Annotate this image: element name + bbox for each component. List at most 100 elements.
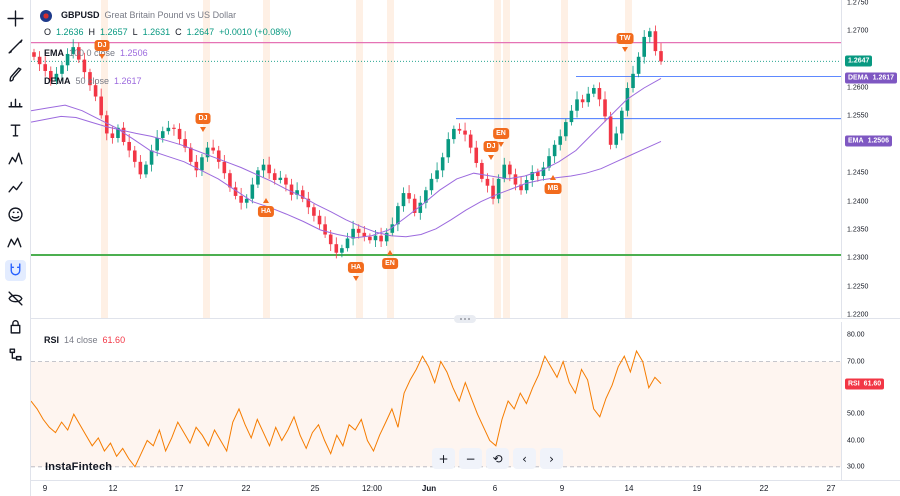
price-tick-label: 1.2550 — [847, 112, 869, 120]
tool-lock-all-button[interactable] — [5, 316, 26, 337]
ema-line[interactable] — [31, 115, 662, 238]
time-tick-label: 22 — [241, 484, 251, 493]
candle — [278, 170, 283, 184]
chart-controls: + − ⟲ ‹ › — [432, 448, 563, 469]
candle — [642, 30, 647, 64]
dema-legend[interactable]: DEMA 50 close 1.2617 — [44, 76, 142, 86]
event-arrow-down-icon — [498, 142, 504, 147]
candle — [480, 159, 484, 183]
event-band — [101, 0, 108, 318]
symbol-legend[interactable]: GBPUSD Great Britain Pound vs US Dollar — [61, 10, 236, 20]
event-marker-en[interactable]: EN — [382, 258, 398, 269]
tool-trend-line-button[interactable] — [5, 36, 26, 57]
price-chart-svg[interactable] — [31, 0, 841, 318]
zoom-out-button[interactable]: − — [459, 448, 482, 469]
event-marker-ha[interactable]: HA — [347, 262, 365, 273]
candle — [541, 161, 546, 181]
low-value: 1.2631 — [142, 27, 171, 37]
tool-ruler-button[interactable] — [5, 232, 26, 253]
time-tick-label: Jun — [421, 484, 437, 493]
close-value: 1.2647 — [186, 27, 215, 37]
event-marker-dj[interactable]: DJ — [195, 113, 211, 124]
candle — [608, 111, 613, 150]
price-axis[interactable]: 1.27501.27001.26501.26001.25501.25001.24… — [841, 0, 900, 319]
event-marker-mb[interactable]: MB — [544, 183, 562, 194]
rsi-tick-label: 30.00 — [847, 463, 865, 471]
candle — [463, 122, 467, 142]
event-marker-en[interactable]: EN — [493, 128, 509, 139]
rsi-tick-label: 70.00 — [847, 358, 865, 365]
candle — [172, 124, 176, 136]
tool-magnet-button[interactable] — [5, 260, 26, 281]
high-value: 1.2657 — [100, 27, 128, 37]
open-value: 1.2636 — [56, 27, 84, 37]
event-marker-tw[interactable]: TW — [616, 33, 634, 44]
magnet-icon — [10, 263, 21, 276]
symbol-name[interactable]: GBPUSD — [61, 10, 100, 20]
tool-measure-button[interactable] — [5, 92, 26, 113]
rsi-tick-label: 40.00 — [847, 437, 865, 444]
dema-line[interactable] — [31, 77, 662, 239]
tool-pattern-button[interactable] — [5, 148, 26, 169]
tool-eye-off-button[interactable] — [5, 288, 26, 309]
open-label: O — [44, 27, 52, 37]
tool-object-tree-button[interactable] — [5, 344, 26, 365]
candle — [323, 216, 327, 238]
event-marker-ha[interactable]: HA — [257, 206, 275, 217]
price-tick-label: 1.2600 — [847, 84, 869, 92]
candle — [564, 118, 568, 141]
price-tick-label: 1.2400 — [847, 198, 869, 206]
gbp-flag-icon — [40, 10, 52, 22]
zoom-in-button[interactable]: + — [432, 448, 455, 469]
candle — [468, 130, 473, 154]
price-tick-label: 1.2250 — [847, 283, 869, 291]
dema-name[interactable]: DEMA — [44, 76, 71, 86]
candle — [222, 155, 227, 179]
ema-legend[interactable]: EMA 100 0 close 1.2506 — [44, 48, 148, 58]
candle — [620, 107, 624, 141]
chart-area[interactable]: 1.27501.27001.26501.26001.25501.25001.24… — [31, 0, 900, 480]
candle — [536, 168, 540, 182]
time-tick-label: 12:00 — [361, 484, 383, 493]
reset-icon: ⟲ — [492, 451, 503, 466]
badge-value: 1.2617 — [872, 74, 895, 82]
lock-all-icon — [10, 320, 21, 334]
candle — [71, 39, 75, 59]
candle — [340, 244, 344, 258]
candle — [256, 166, 260, 188]
scroll-right-button[interactable]: › — [540, 448, 563, 469]
candle — [407, 185, 411, 204]
tool-emoji-button[interactable] — [5, 204, 26, 225]
rsi-legend[interactable]: RSI 14 close 61.60 — [44, 335, 125, 345]
candle — [200, 153, 204, 177]
pane-resize-handle[interactable] — [454, 315, 476, 323]
candle — [474, 140, 479, 168]
price-badge: EMA 1.2506 — [845, 135, 892, 147]
candle — [317, 210, 322, 229]
rsi-name[interactable]: RSI — [44, 335, 60, 345]
candle — [429, 173, 434, 195]
time-tick-label: 9 — [559, 484, 565, 493]
tool-text-button[interactable] — [5, 120, 26, 141]
trend-line-icon — [8, 39, 23, 54]
tool-crosshair-button[interactable] — [5, 8, 26, 29]
candle — [82, 52, 87, 79]
rsi-line[interactable] — [31, 349, 662, 468]
tool-brush-button[interactable] — [5, 64, 26, 85]
event-marker-dj[interactable]: DJ — [483, 141, 499, 152]
measure-icon — [8, 98, 23, 108]
time-axis[interactable]: 9 12 17 22 25 12:00 Jun 6 9 14 19 22 27 — [31, 480, 900, 496]
scroll-left-button[interactable]: ‹ — [513, 448, 536, 469]
event-marker-dj[interactable]: DJ — [94, 40, 110, 51]
candle — [155, 130, 159, 157]
badge-label: DEMA — [848, 74, 869, 82]
ema-name[interactable]: EMA — [44, 48, 64, 58]
time-tick-label: 9 — [42, 484, 48, 493]
candle — [32, 48, 36, 61]
tool-prediction-button[interactable] — [5, 176, 26, 197]
candle — [121, 122, 126, 146]
reset-button[interactable]: ⟲ — [486, 448, 509, 469]
price-pane[interactable] — [31, 0, 841, 318]
candle — [653, 25, 658, 56]
